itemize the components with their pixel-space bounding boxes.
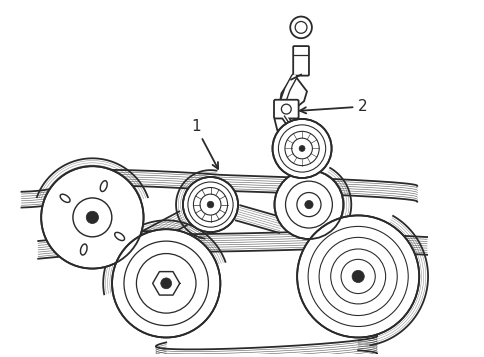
- Polygon shape: [114, 211, 186, 260]
- Ellipse shape: [80, 244, 87, 255]
- Circle shape: [297, 215, 418, 337]
- Circle shape: [41, 166, 143, 268]
- Circle shape: [304, 200, 313, 209]
- Circle shape: [281, 104, 290, 114]
- FancyBboxPatch shape: [273, 100, 298, 119]
- Polygon shape: [37, 158, 148, 202]
- Ellipse shape: [60, 194, 70, 202]
- Circle shape: [274, 170, 343, 239]
- Polygon shape: [274, 106, 301, 141]
- Circle shape: [299, 146, 304, 151]
- Circle shape: [351, 270, 363, 282]
- Circle shape: [161, 278, 171, 289]
- Polygon shape: [38, 230, 426, 259]
- Polygon shape: [279, 75, 306, 111]
- Text: 1: 1: [190, 119, 218, 169]
- Polygon shape: [235, 205, 283, 233]
- Polygon shape: [152, 272, 180, 295]
- Circle shape: [207, 201, 213, 208]
- Ellipse shape: [114, 232, 124, 241]
- Circle shape: [272, 119, 331, 178]
- Circle shape: [86, 211, 98, 223]
- Circle shape: [112, 229, 220, 337]
- Polygon shape: [103, 220, 225, 294]
- Polygon shape: [308, 168, 350, 247]
- Ellipse shape: [100, 181, 107, 191]
- Polygon shape: [366, 216, 427, 345]
- Polygon shape: [21, 170, 416, 207]
- FancyBboxPatch shape: [293, 46, 308, 76]
- Circle shape: [182, 177, 238, 232]
- Text: 2: 2: [299, 99, 367, 114]
- Polygon shape: [155, 333, 377, 357]
- Polygon shape: [176, 170, 216, 238]
